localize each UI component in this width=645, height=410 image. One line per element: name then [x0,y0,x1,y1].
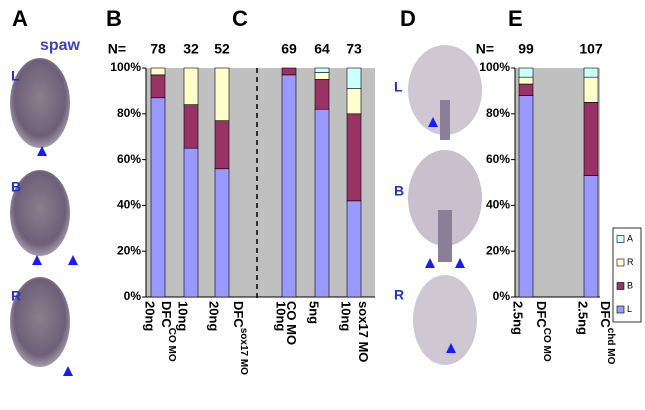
group-label: DFCCO MO [160,301,178,362]
image-label: R [394,287,404,303]
group-label-sup: sox17 MO [239,328,250,375]
bar-segment [583,67,599,78]
x-tick-label: 10ng [274,301,289,331]
bar-segment [583,102,599,176]
bar-segment [518,83,534,96]
panel-letter: B [106,6,122,31]
y-tick-label: 60% [117,152,141,166]
bar-segment [214,120,230,170]
group-label-sup: CO MO [167,328,178,362]
x-tick-label: 2.5ng [576,301,591,335]
bar-segment [314,79,330,110]
y-tick-label: 100% [479,60,510,74]
x-tick-label: 10ng [176,301,191,331]
bar-segment [518,67,534,78]
bar-segment [150,97,166,298]
legend-label: B [627,280,633,290]
x-tick-label: 20ng [143,301,158,331]
panel-letter: C [232,6,248,31]
bar-segment [150,74,166,99]
bar-segment [183,67,199,105]
y-tick-label: 100% [110,60,141,74]
legend-swatch [616,235,625,243]
image-label: B [11,179,21,195]
n-value: 32 [183,41,199,57]
group-label: sox17 MO [357,301,372,362]
group-label: DFCCO MO [535,301,553,362]
x-tick-label: 5ng [307,301,322,324]
bar-segment [150,67,166,76]
image-label: B [394,183,404,199]
y-tick-label: 20% [117,243,141,257]
panel-letter: D [400,6,416,31]
n-label: N= [476,41,494,57]
image-label: L [11,68,20,84]
bar-segment [518,76,534,85]
y-tick-label: 40% [117,198,141,212]
bar-segment [583,76,599,103]
legend-label: A [627,233,633,243]
y-tick-label: 80% [117,106,141,120]
gene-label: spaw [40,37,81,54]
legend-swatch [616,258,625,267]
embryo-images-a [10,58,78,376]
bar-segment [346,113,362,202]
group-label-text: DFC [599,301,614,328]
y-tick-label: 60% [486,152,510,166]
n-value: 99 [518,41,534,57]
embryo-images-d [408,45,482,365]
group-label: CO MO [285,301,300,345]
image-label: L [394,79,403,95]
legend-label: L [627,304,632,314]
group-label: DFCsox17 MO [232,301,250,375]
bar-segment [346,88,362,115]
group-label-text: CO MO [285,301,300,345]
n-value: 69 [281,41,297,57]
y-tick-label: 20% [486,243,510,257]
image-label: R [11,288,21,304]
n-label: N= [108,41,126,57]
bar-segment [583,175,599,298]
y-tick-label: 80% [486,106,510,120]
x-tick-label: 2.5ng [511,301,526,335]
group-label-text: sox17 MO [357,301,372,362]
n-value: 52 [214,41,230,57]
n-value: 78 [150,41,166,57]
bar-segment [214,168,230,298]
legend-swatch [616,305,625,314]
group-label: DFCchd MO [599,301,617,365]
bar-segment [183,147,199,298]
group-label-text: DFC [160,301,175,328]
bar-segment [346,200,362,298]
group-label-sup: chd MO [606,328,617,365]
bar-segment [214,67,230,121]
y-tick-label: 40% [486,198,510,212]
x-tick-label: 20ng [207,301,222,331]
bar-segment [183,104,199,149]
legend-label: R [627,257,634,267]
bar-segment [281,67,297,76]
bar-segment [314,72,330,80]
group-label-text: DFC [535,301,550,328]
n-value: 107 [579,41,603,57]
legend-swatch [616,282,625,290]
plot-area [146,68,375,297]
group-label-text: DFC [232,301,247,328]
x-tick-label: 10ng [339,301,354,331]
n-value: 73 [346,41,362,57]
y-tick-label: 0% [124,289,142,303]
group-label-sup: CO MO [542,328,553,362]
panel-letter: E [508,6,523,31]
panel-letter: A [12,6,28,31]
bar-segment [314,67,330,73]
n-value: 64 [314,41,330,57]
y-tick-label: 0% [493,289,511,303]
bar-segment [314,108,330,298]
bar-segment [518,95,534,298]
bar-segment [346,67,362,89]
bar-segment [281,74,297,298]
